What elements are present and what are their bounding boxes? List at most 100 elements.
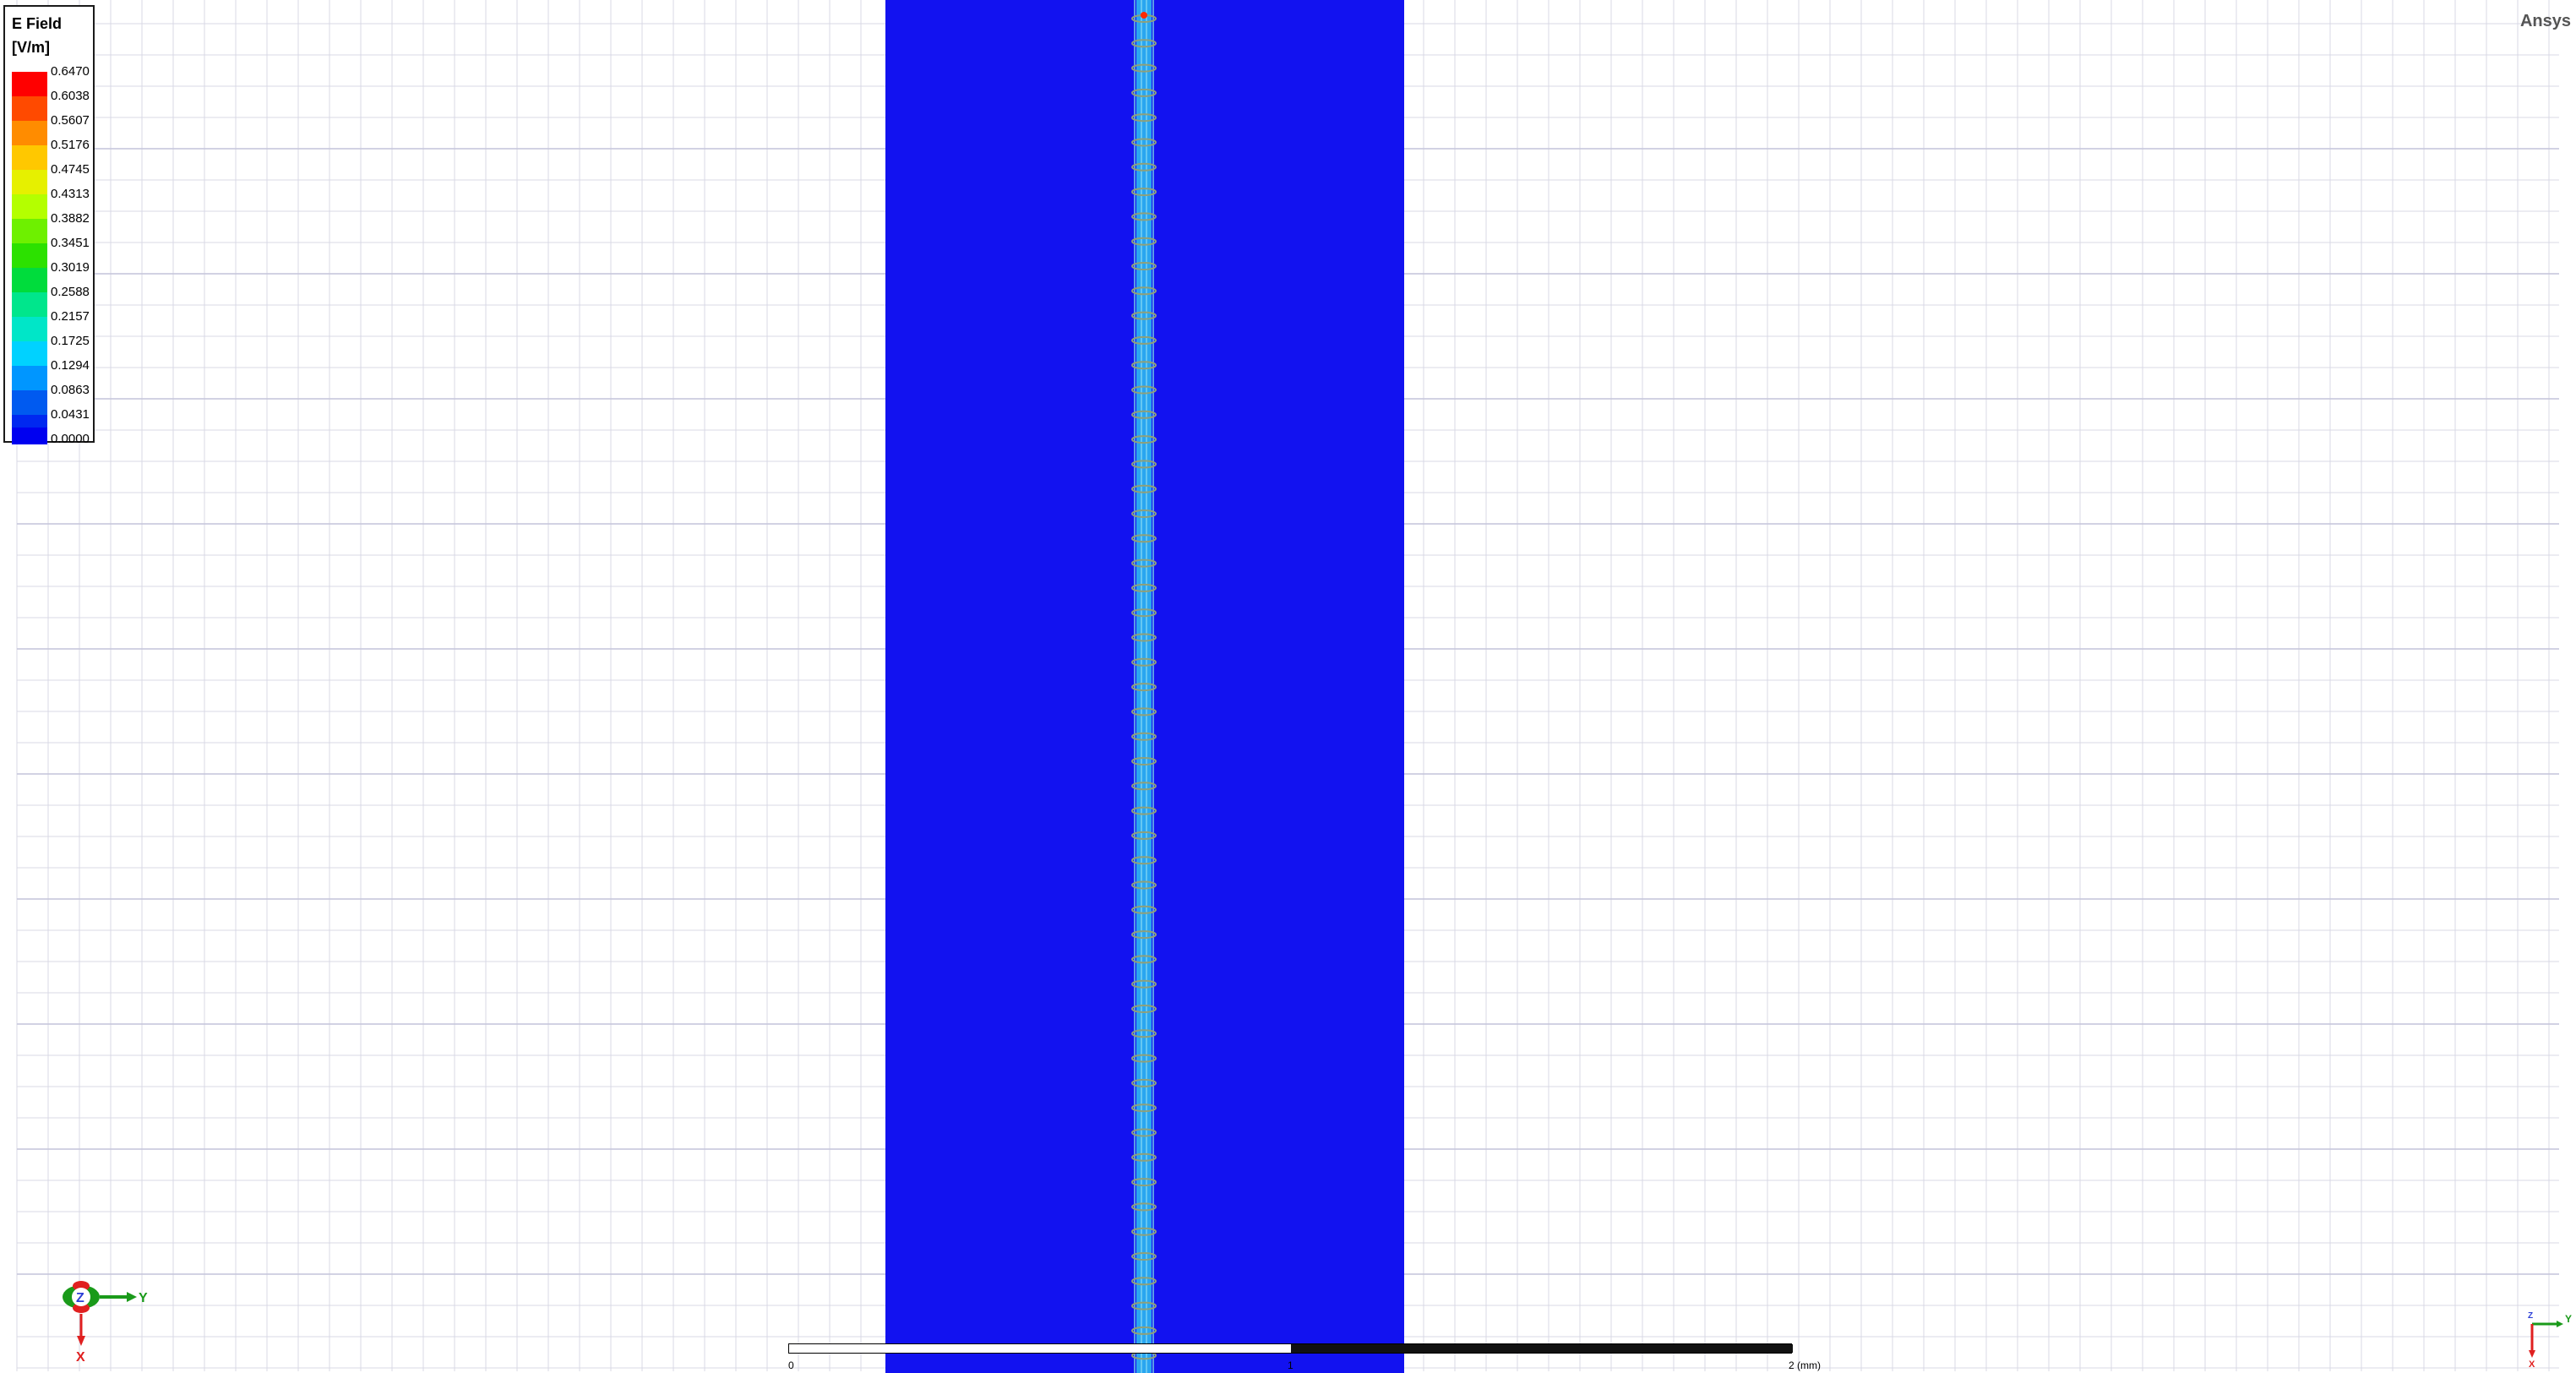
legend-tick-label: 0.6470 — [51, 64, 90, 79]
mesh-ring — [1131, 1227, 1157, 1236]
legend-swatch — [12, 243, 47, 268]
triad-right-x-label: X — [2529, 1359, 2535, 1369]
mesh-ring — [1131, 633, 1157, 642]
legend-swatch — [12, 341, 47, 366]
mesh-ring — [1131, 1301, 1157, 1310]
mesh-ring — [1131, 1054, 1157, 1063]
triad-y-arrow — [127, 1292, 137, 1302]
legend-unit: [V/m] — [12, 39, 50, 56]
legend-tick-label: 0.1294 — [51, 358, 90, 373]
mesh-ring — [1131, 1202, 1157, 1212]
legend-swatch — [12, 219, 47, 243]
field-trace — [1131, 0, 1157, 1373]
mesh-ring — [1131, 1005, 1157, 1013]
legend-swatch — [12, 145, 47, 170]
legend-tick-label: 0.3019 — [51, 260, 90, 275]
legend-swatch — [12, 317, 47, 341]
legend-tick-label: 0.4745 — [51, 162, 90, 177]
axis-triad-right[interactable]: Y X Z — [2518, 1310, 2573, 1369]
mesh-ring — [1131, 707, 1157, 716]
triad-y-label: Y — [139, 1291, 148, 1305]
mesh-ring — [1131, 385, 1157, 395]
legend-tick-label: 0.0431 — [51, 407, 90, 422]
mesh-ring — [1131, 311, 1157, 320]
mesh-ring — [1131, 1178, 1157, 1187]
mesh-ring — [1131, 410, 1157, 419]
mesh-ring — [1131, 905, 1157, 914]
mesh-ring — [1131, 88, 1157, 97]
mesh-ring — [1131, 63, 1157, 73]
mesh-ring — [1131, 683, 1157, 692]
mesh-ring — [1131, 113, 1157, 123]
legend-tick-label: 0.2157 — [51, 309, 90, 324]
mesh-ring — [1131, 1128, 1157, 1137]
legend-tick-label: 0.0863 — [51, 383, 90, 397]
legend-tick-label: 0.1725 — [51, 334, 90, 348]
legend-tick-label: 0.2588 — [51, 285, 90, 299]
mesh-ring — [1131, 1103, 1157, 1113]
mesh-ring — [1131, 608, 1157, 618]
mesh-ring — [1131, 806, 1157, 815]
mesh-ring — [1131, 335, 1157, 345]
mesh-ring — [1131, 1152, 1157, 1162]
mesh-ring — [1131, 1078, 1157, 1087]
legend-tick-label: 0.0000 — [51, 432, 90, 446]
mesh-ring — [1131, 1326, 1157, 1335]
color-legend[interactable]: E Field [V/m] 0.6470 0.6038 0.5607 0.5176 0.… — [3, 5, 95, 446]
scale-label-mid: 1 — [1288, 1359, 1293, 1371]
mesh-ring — [1131, 930, 1157, 940]
legend-swatch — [12, 121, 47, 145]
legend-tick-label: 0.5176 — [51, 138, 90, 152]
mesh-ring — [1131, 880, 1157, 890]
legend-swatch — [12, 390, 47, 415]
mesh-ring — [1131, 39, 1157, 48]
mesh-ring — [1131, 757, 1157, 766]
mesh-ring — [1131, 583, 1157, 592]
mesh-ring — [1131, 262, 1157, 270]
field-hotspot — [1141, 12, 1147, 19]
triad-right-z-label: Z — [2528, 1311, 2533, 1321]
mesh-ring — [1131, 979, 1157, 989]
mesh-ring — [1131, 1252, 1157, 1261]
brand-label: Ansys — [2519, 12, 2571, 30]
mesh-ring — [1131, 484, 1157, 493]
mesh-ring — [1131, 188, 1157, 197]
mesh-ring — [1131, 657, 1157, 667]
legend-swatch — [12, 268, 47, 292]
scale-bar — [788, 1343, 1793, 1354]
mesh-ring — [1131, 831, 1157, 840]
legend-tick-label: 0.3882 — [51, 211, 90, 226]
legend-swatch — [12, 427, 47, 444]
legend-swatch — [12, 194, 47, 219]
mesh-ring — [1131, 1029, 1157, 1038]
mesh-ring — [1131, 162, 1157, 172]
mesh-ring — [1131, 782, 1157, 791]
legend-swatch — [12, 96, 47, 121]
legend-swatch — [12, 72, 47, 96]
scale-bar-white-segment — [789, 1344, 1291, 1353]
triad-z-center — [72, 1288, 90, 1306]
axis-triad-left[interactable]: Z Y X — [51, 1263, 161, 1369]
legend-swatch — [12, 366, 47, 390]
legend-tick-label: 0.5607 — [51, 113, 90, 128]
mesh-ring — [1131, 1277, 1157, 1286]
mesh-ring — [1131, 534, 1157, 543]
legend-tick-label: 0.3451 — [51, 236, 90, 250]
mesh-ring — [1131, 460, 1157, 469]
legend-tick-label: 0.4313 — [51, 187, 90, 201]
legend-color-scale — [12, 65, 47, 444]
conductor-trace — [1136, 0, 1152, 1373]
triad-x-arrow — [77, 1336, 85, 1346]
triad-right-x-arrow — [2529, 1350, 2535, 1358]
mesh-ring — [1131, 955, 1157, 964]
legend-title: E Field — [12, 15, 63, 32]
triad-z-cap-bottom — [73, 1303, 90, 1313]
scale-bar-black-segment — [1291, 1344, 1793, 1353]
mesh-ring — [1131, 286, 1157, 296]
triad-z-label: Z — [76, 1291, 84, 1305]
mesh-ring — [1131, 509, 1157, 518]
mesh-ring — [1131, 212, 1157, 221]
triad-right-y-label: Y — [2565, 1313, 2572, 1325]
